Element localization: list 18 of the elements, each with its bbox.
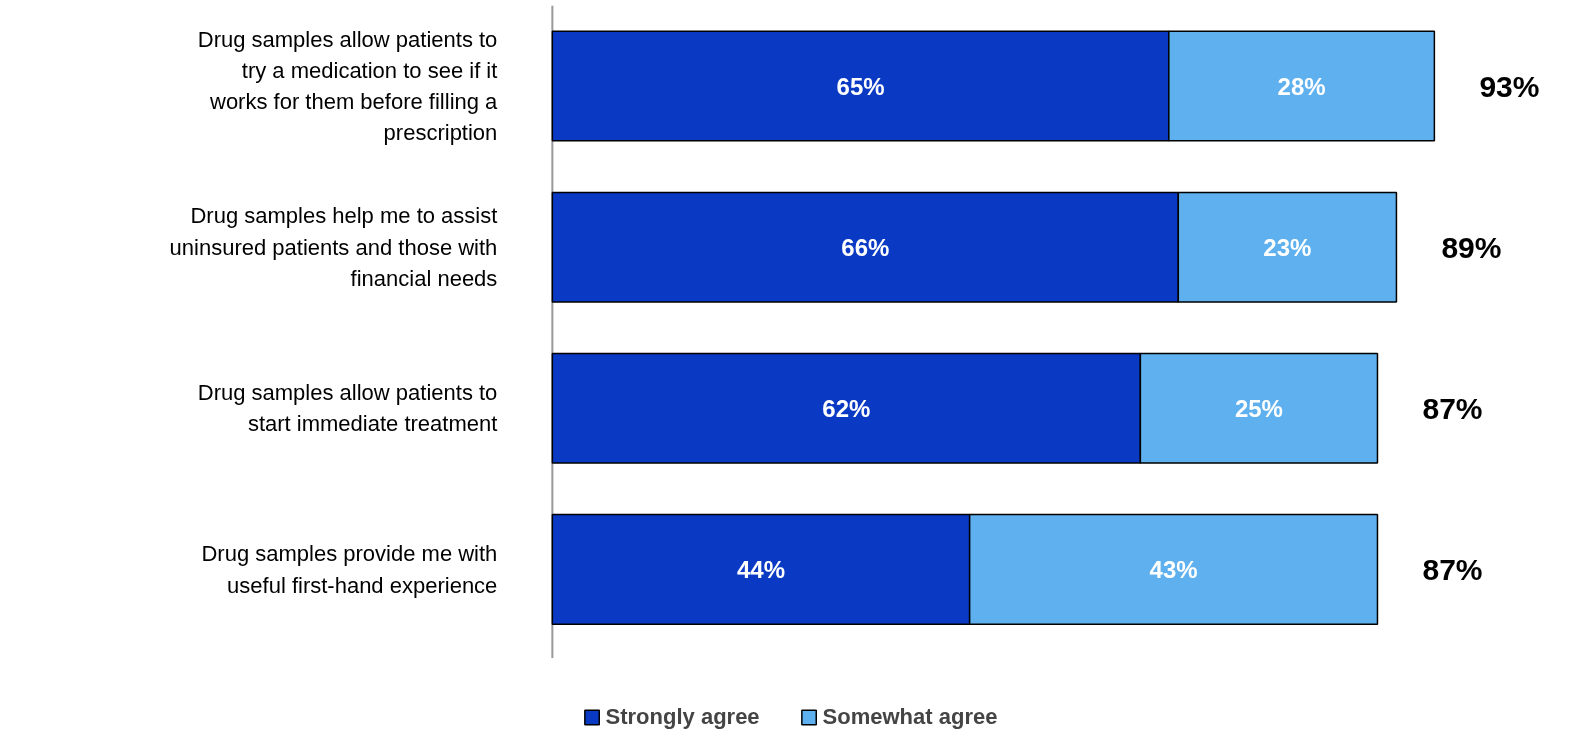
legend-label: Strongly agree [605,704,760,730]
data-label: 23% [1263,233,1312,261]
data-label: 43% [1149,555,1198,583]
data-label: 44% [736,555,786,583]
data-label: 25% [1234,394,1283,422]
total-label: 87% [1422,391,1483,425]
data-label: 65% [836,72,885,100]
y-tick-label: Drug samples allow patients to try a medication to see if it works for them before filling a prescription [197,26,499,146]
y-tick-label: Drug samples provide me with useful first-hand experience [201,541,498,598]
y-tick-label: Drug samples allow patients to start immediate treatment [197,380,498,437]
data-label: 28% [1277,72,1326,100]
data-label: 66% [841,233,890,261]
total-label: 87% [1422,552,1483,586]
total-label: 89% [1441,230,1502,264]
y-tick-label: Drug samples help me to assist uninsured patients and those with financial needs [169,203,498,291]
total-label: 93% [1479,69,1540,103]
data-label: 62% [822,394,871,422]
legend-label: Somewhat agree [822,704,998,730]
